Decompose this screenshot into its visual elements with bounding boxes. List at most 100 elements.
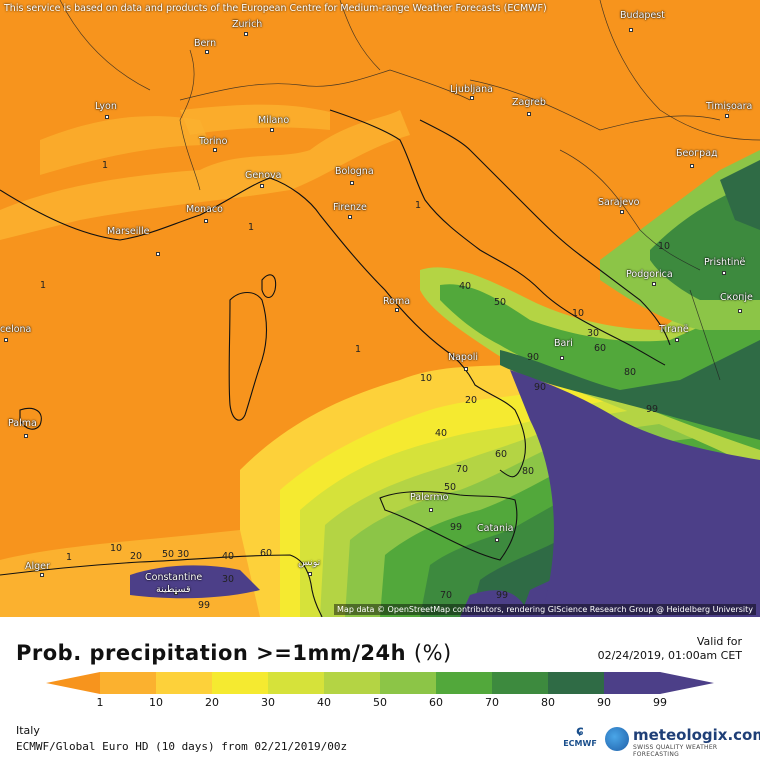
city-constantine-arabic: قسنطينة (156, 584, 191, 595)
city-marker (652, 282, 656, 286)
city-zagreb: Zagreb (512, 97, 546, 108)
contour-label: 90 (527, 352, 540, 363)
scale-tick-label: 99 (653, 696, 667, 709)
city-alger: Alger (25, 561, 50, 572)
legend-title: Prob. precipitation >=1mm/24h (%) (16, 641, 452, 665)
scale-tick-label: 70 (485, 696, 499, 709)
city-milano: Milano (258, 115, 290, 126)
city-timisoara: Timișoara (706, 101, 753, 112)
city-bologna: Bologna (335, 166, 374, 177)
city-marker (204, 219, 208, 223)
city-marker (560, 356, 564, 360)
scale-arrow-right (660, 672, 714, 694)
city-marker (24, 434, 28, 438)
contour-label: 99 (198, 600, 211, 611)
city-marker (464, 367, 468, 371)
valid-time: 02/24/2019, 01:00am CET (597, 649, 742, 662)
city-genova: Genova (245, 170, 282, 181)
region-name: Italy (16, 724, 40, 737)
precipitation-map: This service is based on data and produc… (0, 0, 760, 617)
valid-for: Valid for 02/24/2019, 01:00am CET (598, 635, 742, 663)
city-tunis: تونس (298, 557, 321, 568)
city-marker (395, 308, 399, 312)
city-marker (308, 572, 312, 576)
ecmwf-logo-text: ECMWF (563, 739, 597, 748)
contour-label: 1 (415, 200, 422, 211)
city-marker (350, 181, 354, 185)
contour-label: 50 (494, 297, 507, 308)
model-run: ECMWF/Global Euro HD (10 days) from 02/2… (16, 740, 348, 753)
contour-label: 70 (440, 590, 453, 601)
city-marker (348, 215, 352, 219)
legend-unit: (%) (413, 641, 452, 665)
scale-tick-label: 50 (373, 696, 387, 709)
city-palermo: Palermo (410, 492, 449, 503)
meteologix-tagline: SWISS QUALITY WEATHER FORECASTING (633, 744, 718, 758)
city-marker (4, 338, 8, 342)
contour-label: 40 (459, 281, 472, 292)
contour-label: 80 (624, 367, 637, 378)
scale-tick-label: 80 (541, 696, 555, 709)
city-marker (213, 148, 217, 152)
city-marker (470, 96, 474, 100)
scale-tick-label: 1 (96, 696, 104, 709)
contour-label: 50 (444, 482, 457, 493)
scale-segment (604, 672, 661, 694)
scale-arrow-left (46, 672, 100, 694)
legend-footer: Prob. precipitation >=1mm/24h (%) Valid … (0, 617, 760, 760)
map-layers (0, 0, 760, 617)
city-prishtine: Prishtinë (704, 257, 746, 268)
scale-segment (324, 672, 381, 694)
scale-segment (100, 672, 157, 694)
city-catania: Catania (477, 523, 514, 534)
contour-label: 1 (40, 280, 47, 291)
meteologix-logo[interactable]: meteologix.com SWISS QUALITY WEATHER FOR… (605, 725, 760, 758)
city-marker (156, 252, 160, 256)
contour-label: 60 (260, 548, 273, 559)
contour-label: 99 (496, 590, 509, 601)
scale-tick-label: 90 (597, 696, 611, 709)
scale-tick-label: 30 (261, 696, 275, 709)
contour-label: 50 30 (162, 549, 190, 560)
scale-segment (548, 672, 605, 694)
valid-label: Valid for (696, 635, 742, 648)
contour-label: 20 (465, 395, 478, 406)
scale-tick-label: 10 (149, 696, 163, 709)
scale-tick-label: 40 (317, 696, 331, 709)
contour-label: 30 (587, 328, 600, 339)
city-marker (270, 128, 274, 132)
city-marker (205, 50, 209, 54)
city-torino: Torino (199, 136, 228, 147)
city-marker (244, 32, 248, 36)
city-tirane: Tiranë (659, 324, 689, 335)
scale-segment (492, 672, 549, 694)
contour-label: 1 (66, 552, 73, 563)
legend-title-text: Prob. precipitation >=1mm/24h (16, 641, 407, 665)
contour-label: 1 (355, 344, 362, 355)
contour-label: 99 (646, 404, 659, 415)
city-monaco: Monaco (186, 204, 223, 215)
scale-segment (212, 672, 269, 694)
contour-label: 30 (222, 574, 235, 585)
city-palma: Palma (8, 418, 37, 429)
city-marker (495, 538, 499, 542)
contour-label: 99 (450, 522, 463, 533)
city-podgorica: Podgorica (626, 269, 673, 280)
meteologix-name: meteologix.com (633, 726, 760, 744)
city-roma: Roma (383, 296, 411, 307)
contour-label: 40 (222, 551, 235, 562)
city-marker (675, 338, 679, 342)
contour-label: 40 (435, 428, 448, 439)
scale-segment (436, 672, 493, 694)
ecmwf-disclaimer: This service is based on data and produc… (4, 3, 547, 14)
city-zurich: Zurich (232, 19, 263, 30)
city-barcelona: celona (0, 324, 32, 335)
city-marker (629, 28, 633, 32)
city-bari: Bari (554, 338, 573, 349)
ecmwf-logo: ɕ ECMWF (562, 725, 598, 755)
contour-label: 1 (248, 222, 255, 233)
city-ljubljana: Ljubljana (450, 84, 493, 95)
city-marker (725, 114, 729, 118)
city-marker (429, 508, 433, 512)
city-marker (105, 115, 109, 119)
